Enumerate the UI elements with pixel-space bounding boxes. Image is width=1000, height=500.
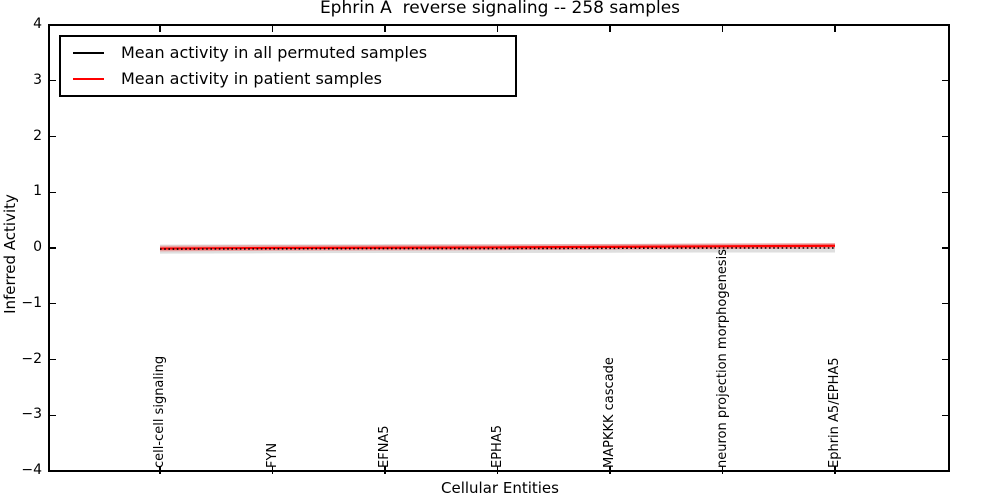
x-tick-mark-top	[834, 26, 836, 32]
y-tick-label: 4	[33, 16, 42, 32]
legend-line-sample-permuted	[73, 52, 104, 54]
y-tick-label: −1	[21, 294, 42, 311]
x-category-label: neuron projection morphogenesis	[714, 249, 730, 468]
y-tick-label: 0	[33, 239, 42, 255]
x-category-label: EPHA5	[489, 425, 505, 468]
x-tick-mark-bottom	[609, 466, 611, 474]
legend-item-patient: Mean activity in patient samples	[73, 67, 515, 91]
x-tick-mark-bottom	[496, 466, 499, 474]
y-tick-mark-right	[942, 303, 948, 305]
x-category-label: EFNA5	[377, 425, 392, 468]
x-tick-mark-bottom	[834, 466, 836, 474]
y-tick-mark-right	[942, 24, 948, 26]
x-axis-label: Cellular Entities	[441, 479, 559, 497]
y-tick-mark-left	[50, 470, 56, 472]
y-tick-mark-left	[50, 303, 56, 305]
legend-line-sample-patient	[73, 78, 104, 80]
y-tick-mark-right	[942, 414, 948, 416]
plot-area	[48, 24, 950, 472]
y-tick-mark-right	[942, 191, 948, 193]
x-tick-mark-bottom	[721, 466, 724, 474]
y-tick-mark-left	[50, 247, 56, 249]
x-tick-mark-bottom	[271, 466, 274, 474]
y-tick-label: −3	[21, 406, 42, 423]
y-tick-label: −2	[21, 350, 42, 367]
x-tick-mark-bottom	[159, 466, 161, 474]
legend-label-patient: Mean activity in patient samples	[121, 69, 382, 88]
chart-title: Ephrin A reverse signaling -- 258 sample…	[319, 0, 681, 18]
y-tick-mark-right	[942, 247, 948, 249]
x-category-label: FYN	[264, 442, 280, 468]
y-tick-mark-right	[942, 80, 948, 82]
x-tick-mark-top	[159, 26, 161, 32]
y-tick-mark-right	[942, 358, 948, 361]
x-tick-mark-top	[609, 26, 611, 32]
y-tick-mark-right	[942, 135, 948, 138]
x-category-label: Ephrin A5/EPHA5	[827, 357, 842, 468]
y-tick-label: 3	[33, 71, 42, 88]
y-axis-label: Inferred Activity	[1, 194, 19, 314]
x-tick-mark-top	[721, 26, 724, 32]
y-tick-mark-left	[50, 191, 56, 193]
y-tick-label: −4	[21, 462, 42, 478]
legend-item-permuted: Mean activity in all permuted samples	[73, 41, 515, 65]
y-tick-mark-left	[50, 358, 56, 361]
x-tick-mark-top	[271, 26, 274, 32]
x-category-label: MAPKKK cascade	[602, 357, 617, 468]
x-tick-mark-top	[384, 26, 386, 32]
x-tick-mark-bottom	[384, 466, 386, 474]
x-category-label: cell-cell signaling	[152, 355, 167, 468]
legend: Mean activity in all permuted samples Me…	[59, 35, 517, 97]
y-tick-mark-left	[50, 135, 56, 138]
y-tick-mark-right	[942, 470, 948, 472]
y-tick-mark-left	[50, 414, 56, 416]
x-tick-mark-top	[496, 26, 499, 32]
y-tick-mark-left	[50, 24, 56, 26]
y-tick-mark-left	[50, 80, 56, 82]
legend-label-permuted: Mean activity in all permuted samples	[121, 43, 428, 62]
y-tick-label: 2	[33, 127, 42, 144]
y-tick-label: 1	[33, 183, 42, 200]
